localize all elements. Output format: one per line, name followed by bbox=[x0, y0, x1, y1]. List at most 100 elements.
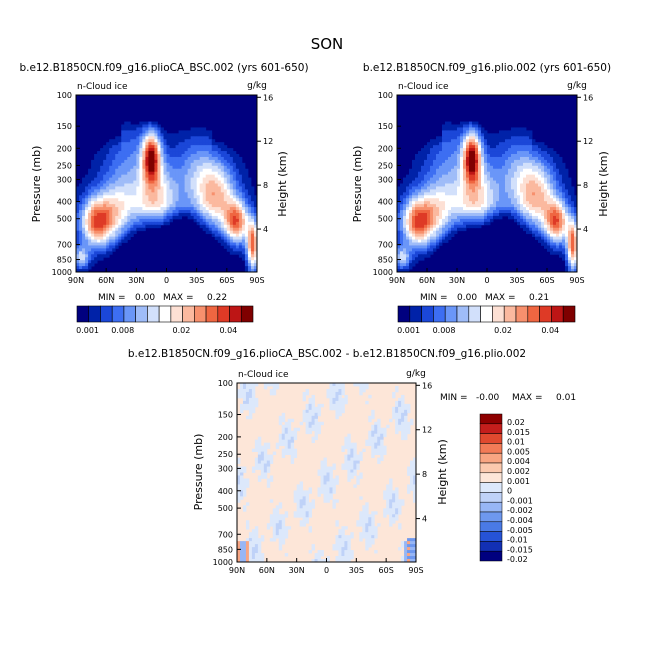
left-xtick-label: 60N bbox=[98, 276, 114, 285]
diff-y2tick-label: 4 bbox=[422, 515, 427, 524]
diff-legend-swatch bbox=[479, 413, 503, 425]
diff-legend-label: 0.01 bbox=[507, 438, 525, 447]
diff-legend-label: -0.01 bbox=[507, 536, 528, 545]
diff-min-label: MIN = bbox=[440, 393, 468, 403]
left-colorbar-label: 0.008 bbox=[111, 326, 134, 335]
diff-panel-title: b.e12.B1850CN.f09_g16.plioCA_BSC.002 - b… bbox=[128, 348, 526, 360]
left-ytick-label: 500 bbox=[57, 215, 72, 224]
left-colorbar-swatch bbox=[217, 305, 230, 323]
right-colorbar-label: 0.008 bbox=[433, 326, 456, 335]
left-ytick-label: 250 bbox=[57, 161, 72, 170]
left-y2label: Height (km) bbox=[276, 151, 289, 217]
right-xtick-label: 90N bbox=[389, 276, 405, 285]
diff-legend-swatch bbox=[479, 541, 503, 552]
right-colorbar-swatch bbox=[456, 305, 470, 323]
diff-xtick-label: 60S bbox=[379, 566, 394, 575]
left-colorbar-swatch bbox=[182, 305, 195, 323]
diff-xtick-label: 90S bbox=[408, 566, 423, 575]
left-min-value: 0.00 bbox=[135, 293, 155, 303]
right-colorbar-swatch bbox=[421, 305, 434, 323]
left-y2tick-label: 8 bbox=[263, 181, 268, 190]
right-colorbar-swatch bbox=[397, 305, 411, 323]
right-colorbar-swatch bbox=[515, 305, 529, 323]
diff-ylabel: Pressure (mb) bbox=[192, 434, 205, 511]
diff-min-value: -0.00 bbox=[476, 393, 500, 403]
right-y2tick-label: 4 bbox=[583, 225, 588, 234]
diff-y2tick-label: 8 bbox=[422, 470, 427, 479]
diff-max-label: MAX = bbox=[512, 393, 543, 403]
left-colorbar-swatch bbox=[111, 305, 125, 323]
right-min-label: MIN = bbox=[420, 293, 448, 303]
right-colorbar-swatch bbox=[433, 305, 446, 323]
left-xtick-label: 30N bbox=[128, 276, 144, 285]
left-colorbar-swatch bbox=[76, 305, 90, 323]
left-ytick-label: 150 bbox=[57, 122, 72, 131]
diff-legend-label: 0.004 bbox=[507, 457, 530, 466]
right-colorbar-swatch bbox=[492, 305, 505, 323]
right-colorbar-swatch bbox=[551, 305, 564, 323]
diff-xtick-label: 90N bbox=[229, 566, 245, 575]
diff-ytick-label: 250 bbox=[218, 450, 233, 459]
diff-legend-label: 0.001 bbox=[507, 477, 530, 486]
diff-xtick-label: 30S bbox=[349, 566, 364, 575]
left-colorbar-swatch bbox=[88, 305, 101, 323]
right-panel-title: b.e12.B1850CN.f09_g16.plio.002 (yrs 601-… bbox=[363, 62, 611, 74]
right-colorbar: 0.001 0.008 0.02 0.04 bbox=[397, 305, 576, 335]
left-colorbar-swatch bbox=[147, 305, 160, 323]
diff-ytick-label: 700 bbox=[218, 530, 233, 539]
right-y2tick-label: 16 bbox=[583, 93, 593, 102]
left-colorbar-swatch bbox=[123, 305, 136, 323]
diff-legend-swatch bbox=[479, 511, 503, 523]
diff-legend-label: 0.002 bbox=[507, 467, 530, 476]
diff-legend-swatch bbox=[479, 472, 503, 483]
diff-ytick-label: 400 bbox=[218, 487, 233, 496]
diff-legend-swatch bbox=[479, 501, 503, 513]
left-ytick-label: 400 bbox=[57, 198, 72, 207]
left-ytick-label: 1000 bbox=[52, 268, 72, 277]
left-xtick-label: 90S bbox=[249, 276, 264, 285]
left-panel-title: b.e12.B1850CN.f09_g16.plioCA_BSC.002 (yr… bbox=[19, 62, 308, 74]
left-max-label: MAX = bbox=[163, 293, 194, 303]
right-colorbar-swatch bbox=[468, 305, 481, 323]
left-ytick-label: 200 bbox=[57, 144, 72, 153]
diff-ytick-label: 300 bbox=[218, 464, 233, 473]
left-colorbar-swatch bbox=[240, 305, 254, 323]
diff-panel: b.e12.B1850CN.f09_g16.plioCA_BSC.002 - b… bbox=[128, 348, 576, 575]
right-y2tick-label: 12 bbox=[583, 137, 593, 146]
right-colorbar-swatch bbox=[539, 305, 552, 323]
right-colorbar-swatch bbox=[527, 305, 540, 323]
left-colorbar-label: 0.001 bbox=[76, 326, 99, 335]
diff-legend-label: -0.004 bbox=[507, 516, 533, 525]
left-panel: b.e12.B1850CN.f09_g16.plioCA_BSC.002 (yr… bbox=[19, 62, 308, 335]
diff-ytick-label: 200 bbox=[218, 433, 233, 442]
right-max-label: MAX = bbox=[485, 293, 516, 303]
right-ytick-label: 850 bbox=[378, 256, 393, 265]
right-ytick-label: 100 bbox=[378, 91, 393, 100]
diff-legend-swatch bbox=[479, 433, 503, 444]
right-ytick-label: 200 bbox=[378, 144, 393, 153]
left-xtick-label: 0 bbox=[164, 276, 169, 285]
right-y2label: Height (km) bbox=[597, 151, 610, 217]
right-max-value: 0.21 bbox=[529, 293, 549, 303]
diff-y2tick-label: 12 bbox=[422, 426, 432, 435]
left-y2tick-label: 4 bbox=[263, 225, 268, 234]
left-xtick-label: 30S bbox=[189, 276, 204, 285]
diff-legend-label: 0 bbox=[507, 487, 512, 496]
right-ytick-label: 700 bbox=[378, 241, 393, 250]
right-min-value: 0.00 bbox=[457, 293, 477, 303]
right-y2tick-label: 8 bbox=[583, 181, 588, 190]
left-colorbar: 0.001 0.008 0.02 0.04 bbox=[76, 305, 254, 335]
diff-max-value: 0.01 bbox=[556, 393, 576, 403]
right-colorbar-label: 0.04 bbox=[541, 326, 559, 335]
diff-legend-label: -0.002 bbox=[507, 506, 533, 515]
diff-y2tick-label: 16 bbox=[422, 381, 432, 390]
diff-units-label: g/kg bbox=[406, 369, 426, 379]
left-min-label: MIN = bbox=[98, 293, 126, 303]
diff-legend-label: 0.015 bbox=[507, 428, 530, 437]
diff-variable-label: n-Cloud ice bbox=[238, 370, 289, 380]
left-ylabel: Pressure (mb) bbox=[30, 146, 43, 223]
right-ylabel: Pressure (mb) bbox=[351, 146, 364, 223]
right-colorbar-swatch bbox=[409, 305, 422, 323]
left-y2tick-label: 16 bbox=[263, 93, 273, 102]
right-xtick-label: 30S bbox=[509, 276, 524, 285]
